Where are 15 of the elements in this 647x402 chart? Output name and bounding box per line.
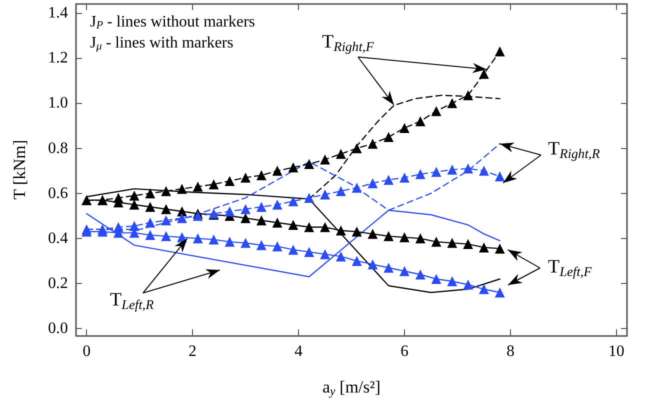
y-tick-label: 0.0 — [48, 320, 68, 338]
x-tick-label: 10 — [608, 342, 624, 360]
x-tick-label: 8 — [506, 342, 514, 360]
y-tick-label: 0.8 — [48, 140, 68, 157]
y-axis-title: T [kNm] — [10, 140, 29, 200]
x-tick-label: 2 — [188, 342, 197, 360]
y-tick-label: 0.2 — [48, 275, 68, 292]
x-tick-label: 0 — [82, 342, 91, 360]
x-tick-label: 4 — [294, 342, 303, 360]
x-tick-label: 6 — [400, 342, 408, 360]
y-tick-label: 0.4 — [48, 230, 68, 247]
y-tick-label: 1.0 — [48, 94, 68, 112]
y-tick-label: 1.4 — [48, 4, 68, 22]
y-tick-label: 0.6 — [48, 184, 68, 202]
y-tick-label: 1.2 — [48, 50, 68, 67]
